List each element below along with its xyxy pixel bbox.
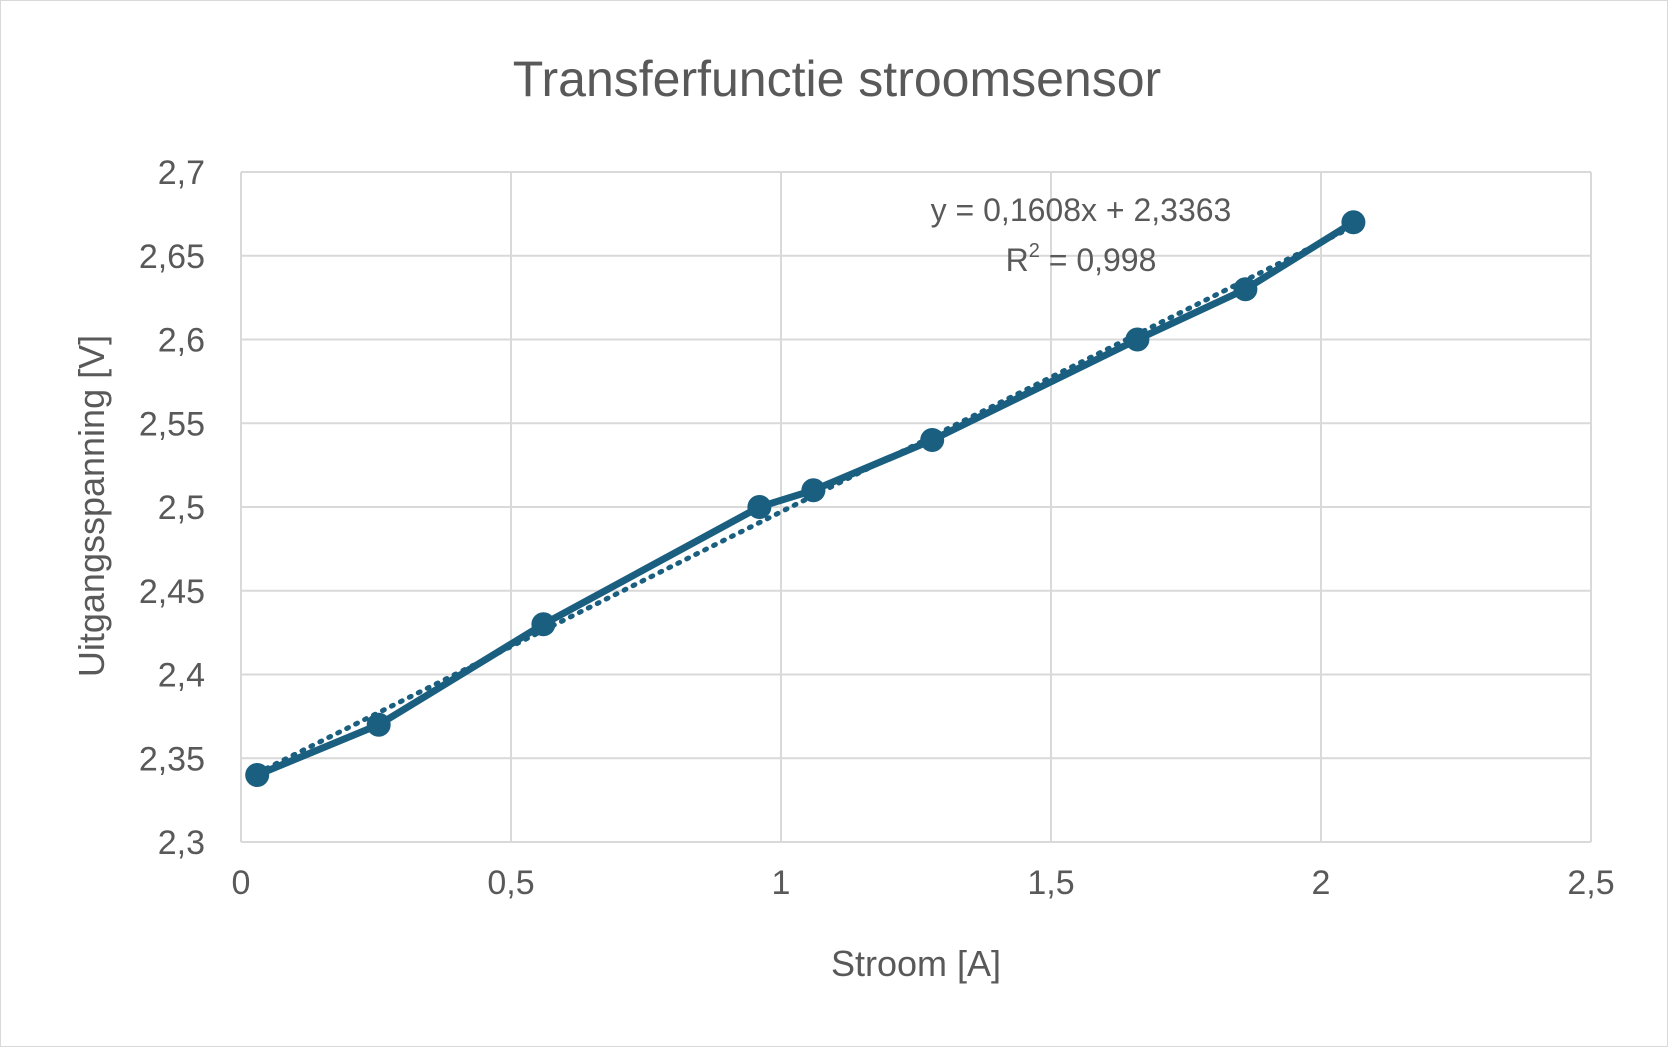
gridlines bbox=[240, 171, 1592, 843]
y-tick-label: 2,6 bbox=[158, 322, 205, 360]
data-series bbox=[245, 210, 1366, 787]
data-point bbox=[1233, 277, 1258, 302]
data-point bbox=[747, 495, 772, 519]
x-tick-label: 0,5 bbox=[487, 864, 534, 902]
trendline-r2: R2 = 0,998 bbox=[1006, 240, 1157, 278]
y-tick-label: 2,35 bbox=[139, 740, 205, 778]
data-point bbox=[801, 478, 826, 503]
y-tick-label: 2,45 bbox=[139, 573, 205, 611]
r2-value: = 0,998 bbox=[1040, 242, 1157, 278]
y-axis-label: Uitgangsspanning [V] bbox=[71, 335, 112, 677]
trendline-equation: y = 0,1608x + 2,3363 bbox=[931, 192, 1232, 228]
y-tick-label: 2,5 bbox=[158, 489, 205, 527]
y-tick-label: 2,7 bbox=[158, 154, 205, 192]
x-axis-label: Stroom [A] bbox=[831, 943, 1001, 984]
data-point bbox=[1341, 210, 1366, 235]
data-point bbox=[366, 712, 391, 737]
tick-labels: 0 0,5 1 1,5 2 2,5 2,3 2,35 2,4 2,45 2,5 2,55 2,6 2,65… bbox=[139, 154, 1615, 902]
y-tick-label: 2,3 bbox=[158, 824, 205, 862]
x-tick-label: 0 bbox=[232, 864, 251, 902]
data-point bbox=[920, 428, 945, 452]
data-point bbox=[245, 763, 270, 787]
trendline bbox=[254, 223, 1356, 776]
data-point bbox=[1125, 327, 1150, 352]
trendline-path bbox=[254, 223, 1356, 776]
y-tick-label: 2,4 bbox=[158, 657, 205, 695]
r2-prefix: R bbox=[1006, 242, 1029, 278]
x-tick-label: 2,5 bbox=[1567, 864, 1614, 902]
r2-sup: 2 bbox=[1029, 240, 1040, 262]
chart-title: Transferfunctie stroomsensor bbox=[513, 51, 1161, 107]
y-tick-label: 2,65 bbox=[139, 238, 205, 276]
x-tick-label: 2 bbox=[1312, 864, 1331, 902]
x-tick-label: 1,5 bbox=[1027, 864, 1074, 902]
x-tick-label: 1 bbox=[772, 864, 791, 902]
y-tick-label: 2,55 bbox=[139, 405, 205, 443]
data-point bbox=[531, 612, 556, 637]
